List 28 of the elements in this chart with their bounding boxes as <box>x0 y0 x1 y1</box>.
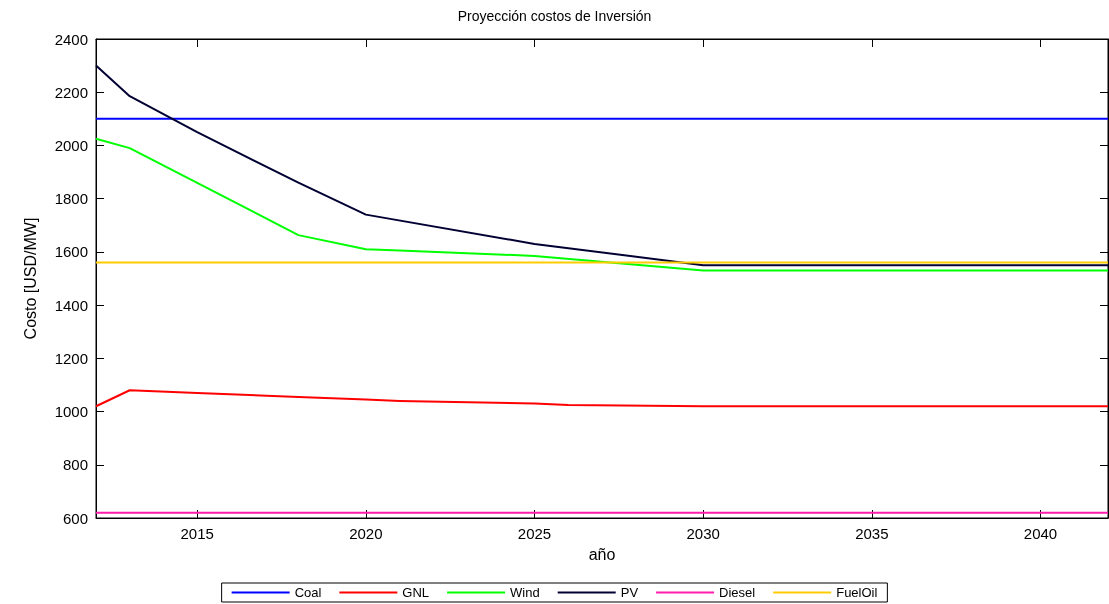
chart-title: Proyección costos de Inversión <box>457 8 652 24</box>
y-tick-label: 2400 <box>54 30 88 48</box>
line-series <box>95 137 1109 272</box>
y-tick-label: 1800 <box>54 190 88 208</box>
legend-label: PV <box>620 585 639 600</box>
y-tick-label: 1600 <box>54 243 88 261</box>
x-axis-title: año <box>588 545 616 563</box>
x-tick-label: 2025 <box>517 525 552 542</box>
legend-label: Coal <box>294 585 322 600</box>
legend-label: GNL <box>402 585 430 600</box>
x-tick-label: 2040 <box>1023 525 1058 542</box>
legend-label: Wind <box>510 585 540 600</box>
x-tick-label: 2015 <box>180 525 214 542</box>
line-series <box>95 64 1109 267</box>
y-tick-label: 2200 <box>54 83 88 101</box>
y-axis-title: Costo [USD/MW] <box>21 217 39 340</box>
line-series <box>95 389 1109 408</box>
y-tick-label: 2000 <box>54 136 88 154</box>
legend-label: Diesel <box>719 585 756 600</box>
y-tick-label: 1000 <box>54 403 88 421</box>
y-tick-label: 600 <box>62 509 88 527</box>
legend-label: FuelOil <box>836 585 878 600</box>
x-tick-label: 2020 <box>349 525 383 542</box>
y-tick-label: 1400 <box>54 296 88 314</box>
y-tick-label: 800 <box>62 456 88 474</box>
y-tick-label: 1200 <box>54 349 88 367</box>
x-tick-label: 2030 <box>686 525 720 542</box>
x-tick-label: 2035 <box>855 525 889 542</box>
